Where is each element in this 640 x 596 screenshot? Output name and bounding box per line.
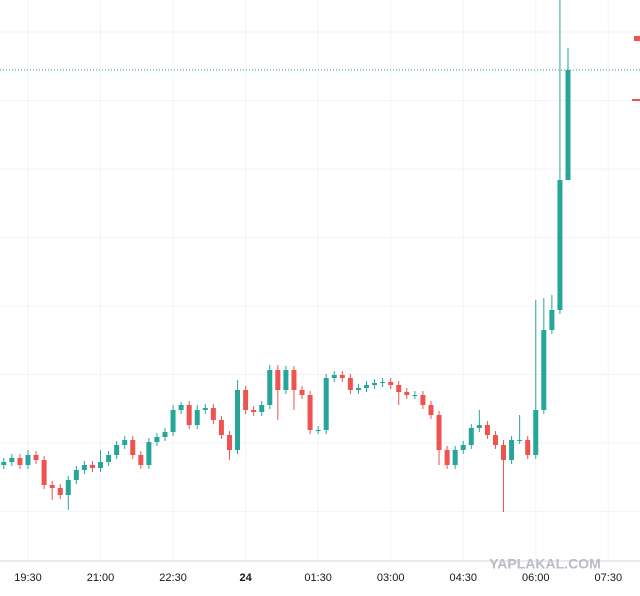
x-tick-label: 06:00 (522, 572, 550, 584)
candle-body (452, 450, 458, 465)
candle-body (436, 415, 442, 450)
candle-body (307, 395, 313, 430)
candle-body (444, 450, 450, 465)
candle-body (315, 430, 321, 431)
candle-body (186, 405, 192, 425)
candle-body (49, 485, 55, 488)
candle-body (259, 405, 265, 412)
candle-body (1, 462, 7, 465)
candle-body (549, 310, 555, 330)
candle-body (420, 395, 426, 405)
candle-body (501, 445, 507, 460)
candle-body (218, 420, 224, 435)
candle-body (267, 370, 273, 405)
candle-body (178, 405, 184, 410)
candle-body (41, 460, 47, 485)
candle-body (460, 445, 466, 450)
candle-body (525, 440, 531, 455)
candle-body (283, 370, 289, 390)
candle-body (25, 455, 31, 465)
candle-body (202, 408, 208, 410)
candle-body (122, 440, 128, 445)
candle-body (565, 70, 571, 180)
edge-marker (634, 36, 640, 41)
candle-body (114, 445, 120, 455)
candle-body (210, 408, 216, 420)
x-tick-label: 22:30 (159, 572, 187, 584)
candle-body (275, 370, 281, 390)
candle-body (146, 442, 152, 465)
candle-body (428, 405, 434, 415)
candle-body (17, 458, 23, 465)
candle-body (65, 480, 71, 495)
candle-body (57, 488, 63, 495)
candle-body (89, 465, 95, 468)
candle-body (323, 378, 329, 430)
candle-body (154, 437, 160, 442)
x-tick-label: 21:00 (87, 572, 115, 584)
candle-body (492, 435, 498, 445)
candle-body (81, 465, 87, 470)
candle-body (9, 458, 15, 462)
x-tick-label: 03:00 (377, 572, 405, 584)
x-tick-label: 04:30 (449, 572, 477, 584)
candle-body (73, 470, 79, 480)
candle-body (468, 428, 474, 445)
candle-body (355, 388, 361, 390)
candle-body (372, 383, 378, 385)
candle-body (33, 455, 39, 460)
candle-body (380, 382, 386, 383)
candle-body (509, 440, 515, 460)
candle-body (243, 390, 249, 410)
candle-body (162, 432, 168, 437)
candle-body (557, 180, 563, 310)
candle-body (235, 390, 241, 450)
x-tick-label: 01:30 (304, 572, 332, 584)
candle-body (541, 330, 547, 410)
candle-body (299, 390, 305, 395)
candle-body (347, 378, 353, 390)
candle-body (396, 385, 402, 392)
candle-body (388, 382, 394, 385)
candle-body (517, 440, 523, 441)
candle-body (412, 395, 418, 396)
candle-body (339, 375, 345, 378)
candle-body (106, 455, 112, 462)
candle-body (476, 425, 482, 428)
candle-body (98, 462, 104, 468)
x-tick-label: 19:30 (14, 572, 42, 584)
candle-body (533, 410, 539, 455)
candle-body (291, 370, 297, 390)
candle-body (364, 385, 369, 388)
x-tick-label: 24 (239, 572, 252, 584)
candle-body (170, 410, 176, 432)
x-tick-label: 07:30 (595, 572, 623, 584)
candle-body (138, 455, 144, 465)
candle-body (226, 435, 232, 450)
candle-body (130, 440, 136, 455)
candle-body (404, 392, 410, 395)
watermark: YAPLAKAL.COM (489, 556, 601, 572)
candle-body (484, 425, 490, 435)
candle-body (331, 375, 337, 378)
candle-body (194, 410, 200, 425)
candle-body (251, 410, 257, 412)
